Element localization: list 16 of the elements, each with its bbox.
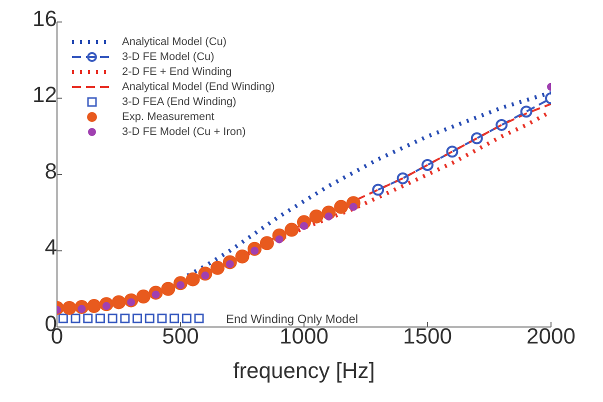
y-tick-label: 16 (32, 6, 57, 31)
y-tick-label: 12 (32, 82, 57, 108)
legend-label: Analytical Model (Cu) (122, 36, 227, 48)
legend-label: 2-D FE + End Winding (122, 66, 232, 78)
legend-label: 3-D FE Model (Cu + Iron) (122, 126, 246, 138)
y-tick-label: 8 (44, 158, 57, 184)
x-tick-label: 2000 (526, 324, 576, 349)
x-tick-label: 500 (162, 324, 199, 349)
x-axis-title: frequency [Hz] (233, 358, 375, 383)
legend-label: 3-D FEA (End Winding) (122, 96, 236, 108)
annotation: End Winding Only Model (226, 312, 358, 326)
x-tick-label: 1500 (403, 324, 452, 349)
y-tick-label: 4 (44, 234, 57, 260)
legend-label: Exp. Measurement (122, 110, 214, 122)
legend-label: Analytical Model (End Winding) (122, 80, 275, 92)
legend-label: 3-D FE Model (Cu) (122, 50, 214, 62)
